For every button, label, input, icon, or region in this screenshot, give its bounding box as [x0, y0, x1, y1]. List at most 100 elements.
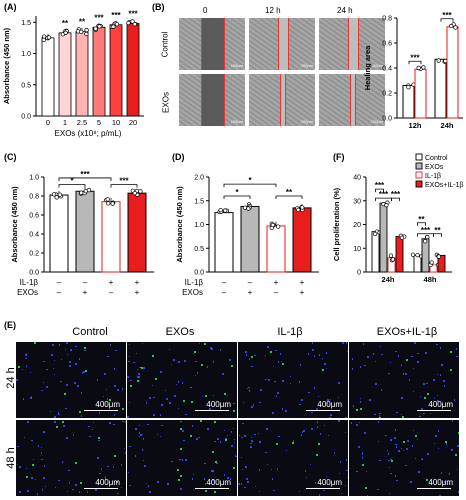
nucleus-dot: [366, 495, 369, 496]
f-bar: [379, 202, 388, 273]
nucleus-dot: [406, 448, 408, 450]
nucleus-dot: [379, 459, 381, 462]
nucleus-dot: [117, 389, 119, 391]
wound-healing-images: 0 12 h 24 h Control EXOs 100μm 100μm 100μm…: [161, 4, 390, 126]
scale-bar: [195, 410, 229, 411]
nucleus-dot: [439, 374, 442, 376]
edu-dot: [115, 480, 118, 483]
nucleus-dot: [259, 401, 261, 404]
b-point: [421, 65, 426, 70]
nucleus-dot: [46, 368, 48, 371]
d-sign: –: [274, 288, 279, 297]
nucleus-dot: [133, 361, 135, 363]
a-xtick-label: 0: [46, 118, 50, 127]
nucleus-dot: [233, 402, 235, 405]
nucleus-dot: [298, 381, 301, 383]
nucleus-dot: [151, 384, 154, 387]
f-bar: [371, 231, 380, 273]
nucleus-dot: [191, 478, 194, 480]
nucleus-dot: [304, 470, 307, 472]
a-xtick-label: 10: [112, 118, 120, 127]
nucleus-dot: [456, 468, 459, 471]
nucleus-dot: [145, 482, 148, 485]
nucleus-dot: [212, 394, 215, 397]
nucleus-dot: [65, 407, 67, 410]
nucleus-dot: [51, 354, 53, 356]
nucleus-dot: [386, 449, 389, 452]
nucleus-dot: [125, 452, 126, 454]
wound-scale-label: 100μm: [370, 119, 383, 124]
nucleus-dot: [362, 343, 365, 345]
nucleus-dot: [325, 475, 328, 478]
fluorescence-image: 400μm: [127, 420, 237, 496]
a-ytick-label: 0.5: [21, 82, 31, 89]
nucleus-dot: [455, 348, 458, 350]
b-bracket-label: ***: [410, 53, 420, 62]
nucleus-dot: [402, 449, 405, 451]
nucleus-dot: [324, 363, 326, 365]
nucleus-dot: [351, 368, 354, 370]
a-bar: [41, 37, 55, 117]
nucleus-dot: [267, 346, 269, 348]
nucleus-dot: [81, 372, 84, 374]
b-ytick-label: 0.0: [382, 116, 392, 123]
edu-dot: [318, 443, 321, 446]
d-ytick-label: 1.5: [194, 198, 204, 205]
edu-dot: [194, 351, 197, 354]
nucleus-dot: [361, 457, 364, 459]
nucleus-dot: [135, 352, 138, 355]
c-sign: –: [83, 278, 88, 287]
nucleus-dot: [250, 446, 252, 448]
a-bar: [58, 32, 72, 117]
nucleus-dot: [179, 458, 181, 461]
edu-dot: [233, 409, 236, 412]
nucleus-dot: [245, 466, 247, 468]
a-point: [93, 26, 98, 31]
c-sign: +: [135, 278, 140, 287]
f-ytick-label: 10: [353, 246, 361, 253]
nucleus-dot: [289, 375, 292, 377]
nucleus-dot: [260, 389, 262, 391]
nucleus-dot: [372, 353, 375, 355]
a-bar: [75, 31, 89, 117]
nucleus-dot: [104, 476, 107, 478]
fluorescence-image: 400μm: [238, 342, 348, 418]
nucleus-dot: [230, 431, 233, 433]
f-legend-swatch: [415, 171, 423, 179]
nucleus-dot: [53, 373, 56, 376]
f-ytick-label: 0: [357, 270, 361, 277]
nucleus-dot: [32, 458, 35, 461]
c-sign: –: [57, 278, 62, 287]
nucleus-dot: [91, 428, 94, 431]
c-point: [105, 197, 110, 202]
nucleus-dot: [251, 440, 253, 442]
edu-dot: [361, 464, 364, 467]
nucleus-dot: [265, 378, 267, 381]
edu-dot: [315, 454, 318, 457]
nucleus-dot: [347, 350, 348, 353]
nucleus-dot: [120, 486, 123, 489]
nucleus-dot: [128, 355, 131, 358]
f-legend-label: IL-1β: [425, 173, 441, 180]
nucleus-dot: [181, 382, 184, 384]
nucleus-dot: [265, 451, 267, 454]
nucleus-dot: [177, 381, 180, 383]
nucleus-dot: [352, 405, 355, 407]
nucleus-dot: [365, 470, 368, 473]
scale-bar: [84, 488, 118, 489]
nucleus-dot: [19, 466, 21, 468]
nucleus-dot: [191, 425, 194, 427]
nucleus-dot: [453, 399, 456, 401]
nucleus-dot: [250, 436, 253, 439]
nucleus-dot: [117, 492, 119, 495]
f-bracket-label: ***: [421, 226, 431, 235]
b-ylabel: Healing area: [363, 45, 372, 90]
wound-gap: [201, 74, 225, 126]
nucleus-dot: [367, 356, 369, 358]
nucleus-dot: [247, 481, 249, 483]
f-ytick-label: 20: [353, 222, 361, 229]
wound-gap: [347, 18, 359, 70]
nucleus-dot: [42, 381, 45, 384]
nucleus-dot: [41, 389, 43, 392]
nucleus-dot: [394, 429, 397, 431]
